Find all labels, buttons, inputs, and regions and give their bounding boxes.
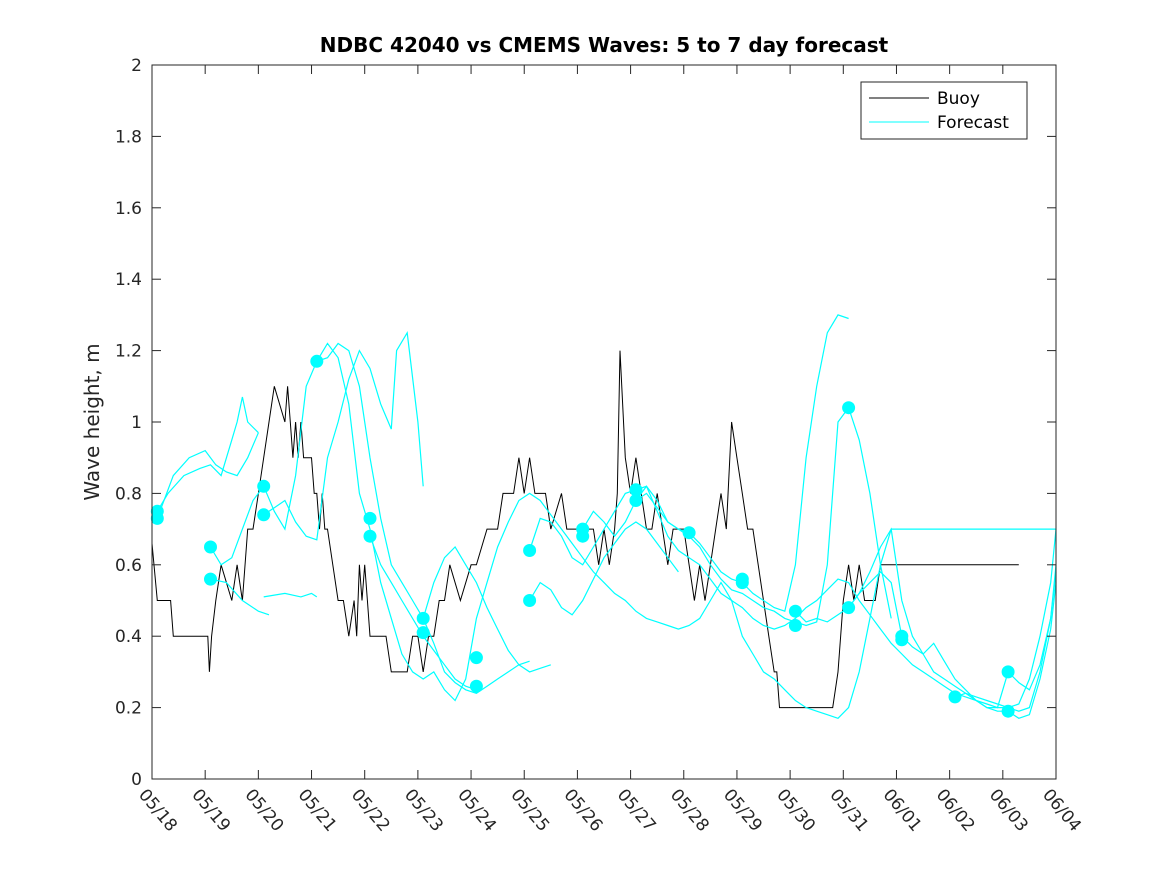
y-tick-label-5: 1 — [131, 413, 142, 433]
y-axis-label: Wave height, m — [80, 343, 104, 500]
forecast-marker-18 — [629, 483, 643, 497]
forecast-marker-31 — [1001, 704, 1015, 718]
forecast-marker-9 — [363, 529, 377, 543]
forecast-line-9 — [422, 546, 551, 673]
forecast-marker-10 — [416, 611, 430, 625]
forecast-line-6 — [263, 592, 318, 598]
y-tick-label-8: 1.6 — [115, 199, 142, 219]
forecast-line-2 — [156, 432, 259, 519]
forecast-line-4 — [210, 578, 270, 616]
forecast-marker-12 — [469, 651, 483, 665]
forecast-line-3 — [209, 342, 1056, 719]
y-tick-label-6: 1.2 — [115, 342, 142, 362]
y-tick-label-0: 0 — [131, 770, 142, 790]
forecast-marker-3 — [204, 540, 217, 554]
buoy-line — [151, 350, 1019, 709]
forecast-line-15 — [848, 571, 1057, 709]
forecast-line-11 — [529, 521, 679, 616]
forecast-marker-5 — [257, 479, 271, 493]
series-layer — [150, 314, 1057, 719]
y-tick-label-9: 1.8 — [115, 127, 142, 147]
forecast-marker-30 — [1001, 665, 1015, 679]
legend-buoy-label: Buoy — [937, 89, 980, 109]
legend: Buoy Forecast — [860, 81, 1028, 140]
forecast-marker-8 — [363, 511, 377, 525]
forecast-marker-11 — [416, 626, 430, 640]
legend-forecast-label: Forecast — [937, 113, 1009, 133]
forecast-line-14 — [794, 527, 1057, 719]
chart-title: NDBC 42040 vs CMEMS Waves: 5 to 7 day fo… — [320, 33, 889, 57]
forecast-line-10 — [529, 485, 1057, 709]
forecast-marker-17 — [576, 529, 590, 543]
forecast-marker-6 — [257, 508, 271, 522]
forecast-marker-23 — [788, 604, 802, 618]
forecast-marker-28 — [895, 633, 909, 647]
y-tick-label-1: 0.2 — [115, 699, 142, 719]
legend-box — [860, 81, 1028, 140]
y-tick-label-4: 0.8 — [115, 484, 142, 504]
forecast-marker-7 — [310, 354, 324, 368]
forecast-line-1 — [156, 396, 259, 512]
plot-area — [152, 65, 1056, 779]
forecast-marker-2 — [150, 511, 164, 525]
forecast-line-5 — [263, 330, 424, 541]
forecast-marker-26 — [842, 601, 856, 615]
forecast-marker-14 — [523, 544, 537, 557]
forecast-marker-20 — [682, 526, 696, 540]
forecast-marker-19 — [629, 494, 643, 507]
forecast-marker-4 — [204, 572, 217, 586]
y-tick-label-3: 0.6 — [115, 556, 142, 576]
forecast-marker-24 — [788, 619, 802, 632]
forecast-marker-22 — [735, 576, 749, 590]
forecast-marker-15 — [523, 594, 537, 607]
forecast-marker-29 — [948, 690, 962, 704]
forecast-marker-25 — [842, 401, 856, 415]
y-tick-label-2: 0.4 — [115, 627, 142, 647]
y-tick-label-7: 1.4 — [115, 270, 142, 290]
y-tick-label-10: 2 — [131, 56, 142, 76]
forecast-marker-13 — [469, 679, 483, 693]
